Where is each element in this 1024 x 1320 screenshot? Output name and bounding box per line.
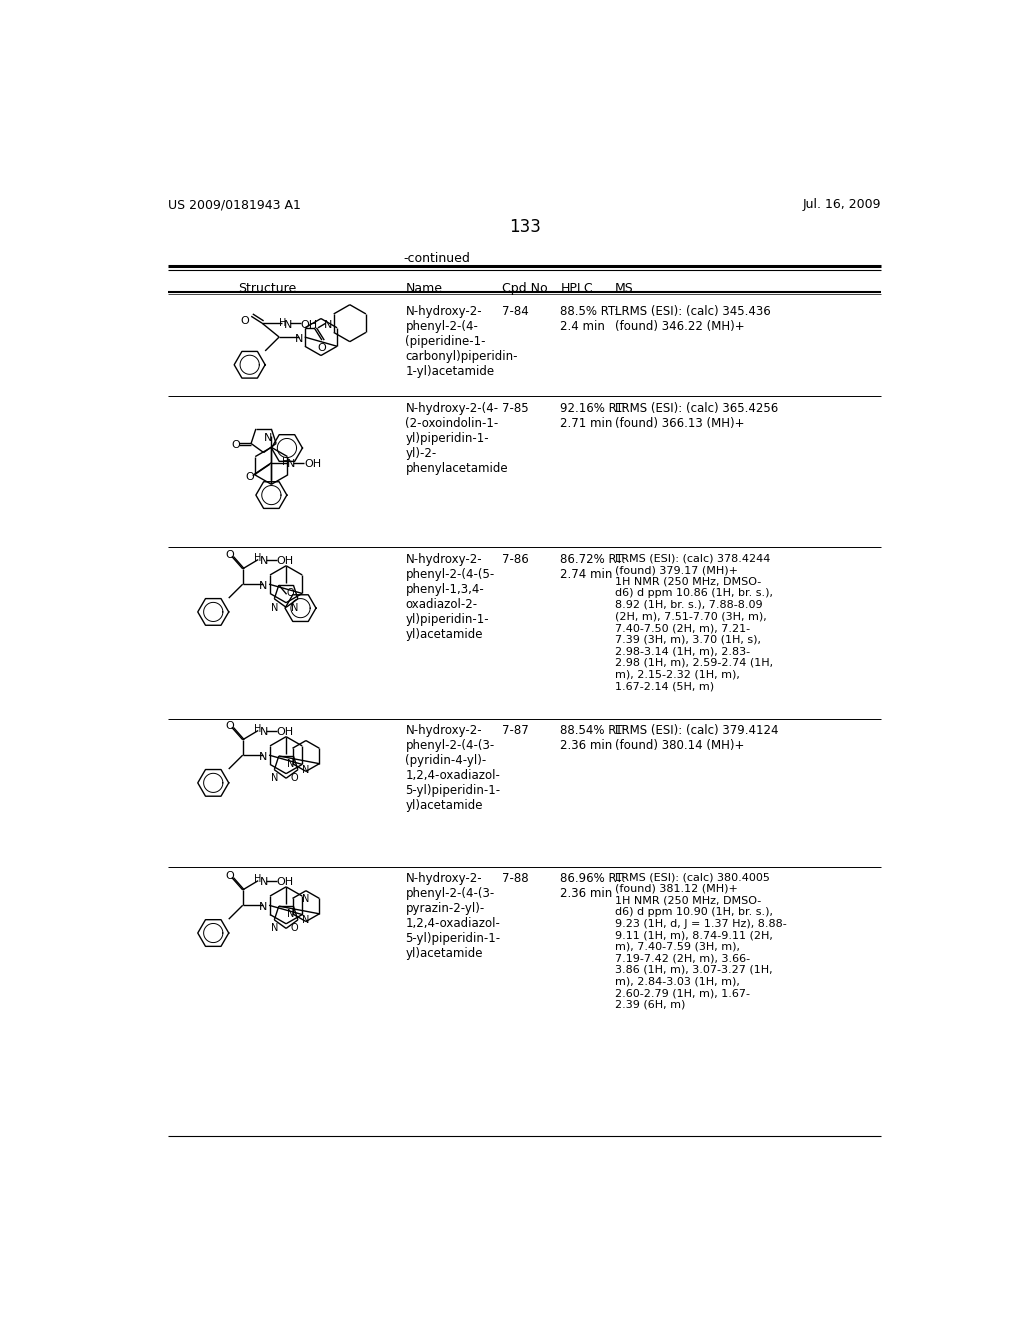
Text: Structure: Structure	[239, 281, 297, 294]
Text: N: N	[324, 319, 333, 330]
Text: 7-85: 7-85	[502, 403, 528, 416]
Text: N: N	[302, 766, 309, 775]
Text: O: O	[225, 550, 234, 560]
Text: Jul. 16, 2009: Jul. 16, 2009	[803, 198, 882, 211]
Text: LRMS (ESI): (calc) 379.4124
(found) 380.14 (MH)+: LRMS (ESI): (calc) 379.4124 (found) 380.…	[614, 725, 778, 752]
Text: LRMS (ESI): (calc) 378.4244
(found) 379.17 (MH)+
1H NMR (250 MHz, DMSO-
d6) d pp: LRMS (ESI): (calc) 378.4244 (found) 379.…	[614, 553, 773, 690]
Text: N: N	[260, 556, 268, 566]
Text: N: N	[271, 603, 279, 612]
Text: N: N	[259, 751, 267, 762]
Text: H: H	[254, 723, 261, 734]
Text: N: N	[260, 727, 268, 737]
Text: O: O	[317, 343, 326, 354]
Text: N: N	[259, 902, 267, 912]
Text: 92.16% RT:
2.71 min: 92.16% RT: 2.71 min	[560, 403, 627, 430]
Text: US 2009/0181943 A1: US 2009/0181943 A1	[168, 198, 301, 211]
Text: 7-86: 7-86	[502, 553, 528, 566]
Text: O: O	[225, 871, 234, 880]
Text: O: O	[241, 317, 249, 326]
Text: OH: OH	[304, 459, 322, 470]
Text: LRMS (ESI): (calc) 365.4256
(found) 366.13 (MH)+: LRMS (ESI): (calc) 365.4256 (found) 366.…	[614, 403, 778, 430]
Text: N: N	[287, 759, 294, 770]
Text: 133: 133	[509, 218, 541, 236]
Text: LRMS (ESI): (calc) 380.4005
(found) 381.12 (MH)+
1H NMR (250 MHz, DMSO-
d6) d pp: LRMS (ESI): (calc) 380.4005 (found) 381.…	[614, 873, 786, 1010]
Text: O: O	[225, 721, 234, 731]
Text: 7-87: 7-87	[502, 725, 528, 738]
Text: O: O	[287, 589, 294, 598]
Text: LRMS (ESI): (calc) 345.436
(found) 346.22 (MH)+: LRMS (ESI): (calc) 345.436 (found) 346.2…	[614, 305, 770, 333]
Text: N: N	[287, 909, 294, 919]
Text: N: N	[302, 894, 309, 904]
Text: N: N	[271, 923, 279, 933]
Text: OH: OH	[276, 727, 294, 737]
Text: 88.54% RT:
2.36 min: 88.54% RT: 2.36 min	[560, 725, 626, 752]
Text: N-hydroxy-2-
phenyl-2-(4-(3-
(pyridin-4-yl)-
1,2,4-oxadiazol-
5-yl)piperidin-1-
: N-hydroxy-2- phenyl-2-(4-(3- (pyridin-4-…	[406, 725, 501, 812]
Text: H: H	[254, 874, 261, 883]
Text: H: H	[279, 318, 286, 327]
Text: N: N	[259, 581, 267, 591]
Text: H: H	[282, 457, 289, 466]
Text: Cpd No.: Cpd No.	[502, 281, 551, 294]
Text: 7-88: 7-88	[502, 873, 528, 886]
Text: N: N	[302, 915, 309, 925]
Text: O: O	[231, 440, 240, 450]
Text: OH: OH	[276, 878, 294, 887]
Text: N: N	[264, 433, 272, 442]
Text: N-hydroxy-2-
phenyl-2-(4-
(piperidine-1-
carbonyl)piperidin-
1-yl)acetamide: N-hydroxy-2- phenyl-2-(4- (piperidine-1-…	[406, 305, 518, 378]
Text: N: N	[287, 459, 295, 470]
Text: O: O	[290, 923, 298, 933]
Text: Name: Name	[406, 281, 442, 294]
Text: N: N	[291, 603, 298, 612]
Text: O: O	[245, 473, 254, 482]
Text: N: N	[295, 334, 303, 343]
Text: 86.96% RT:
2.36 min: 86.96% RT: 2.36 min	[560, 873, 627, 900]
Text: MS: MS	[614, 281, 634, 294]
Text: N: N	[260, 878, 268, 887]
Text: OH: OH	[276, 556, 294, 566]
Text: H: H	[254, 553, 261, 562]
Text: HPLC: HPLC	[560, 281, 593, 294]
Text: N-hydroxy-2-
phenyl-2-(4-(3-
pyrazin-2-yl)-
1,2,4-oxadiazol-
5-yl)piperidin-1-
y: N-hydroxy-2- phenyl-2-(4-(3- pyrazin-2-y…	[406, 873, 501, 960]
Text: 7-84: 7-84	[502, 305, 528, 318]
Text: 86.72% RT:
2.74 min: 86.72% RT: 2.74 min	[560, 553, 627, 581]
Text: 88.5% RT:
2.4 min: 88.5% RT: 2.4 min	[560, 305, 618, 333]
Text: N-hydroxy-2-
phenyl-2-(4-(5-
phenyl-1,3,4-
oxadiazol-2-
yl)piperidin-1-
yl)aceta: N-hydroxy-2- phenyl-2-(4-(5- phenyl-1,3,…	[406, 553, 495, 642]
Text: N: N	[284, 319, 292, 330]
Text: N: N	[271, 772, 279, 783]
Text: OH: OH	[301, 319, 317, 330]
Text: O: O	[290, 772, 298, 783]
Text: -continued: -continued	[403, 252, 470, 265]
Text: N-hydroxy-2-(4-
(2-oxoindolin-1-
yl)piperidin-1-
yl)-2-
phenylacetamide: N-hydroxy-2-(4- (2-oxoindolin-1- yl)pipe…	[406, 403, 508, 475]
